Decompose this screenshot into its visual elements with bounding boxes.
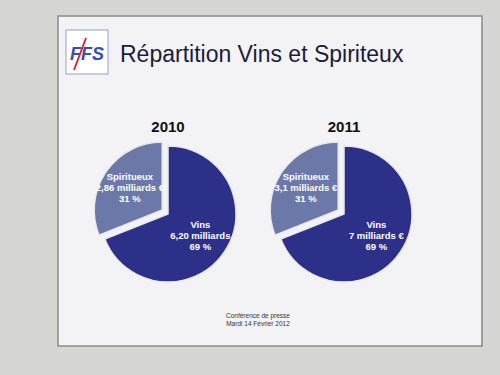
slice: [281, 146, 412, 282]
slice-group: Vins7 milliards €69 %: [281, 146, 412, 282]
title: Répartition Vins et Spiriteux: [120, 41, 404, 67]
data-label: 7 milliards €: [349, 230, 405, 241]
data-label: 3,1 milliards €: [274, 182, 338, 193]
data-label: 69 %: [366, 241, 388, 252]
data-label: Vins: [190, 219, 210, 230]
data-label: 69 %: [190, 241, 212, 252]
data-label: 31 %: [295, 193, 317, 204]
data-label: 31 %: [119, 193, 141, 204]
slide: [58, 16, 482, 346]
logo-box: [66, 30, 108, 74]
chart-svg: FFS Répartition Vins et Spiriteux Conféren…: [0, 0, 500, 375]
data-label: Spiritueux: [283, 171, 330, 182]
logo: FFS: [66, 30, 108, 74]
data-label: Vins: [366, 219, 386, 230]
data-label: 2,86 milliards €: [96, 182, 165, 193]
chart-title: 2011: [328, 118, 361, 135]
pie-chart: 2010Spiritueux2,86 milliards €31 %Vins6,…: [94, 118, 236, 282]
slice: [105, 146, 236, 282]
paper: [0, 0, 500, 375]
pie-chart: 2011Spiritueux3,1 milliards €31 %Vins7 m…: [270, 118, 412, 282]
footer: Mardi 14 Février 2012: [226, 320, 290, 327]
footer: Conférence de presse: [226, 312, 290, 320]
data-label: 6,20 milliards: [170, 230, 230, 241]
slice-group: Vins6,20 milliards69 %: [105, 146, 236, 282]
chart-title: 2010: [151, 118, 184, 135]
data-label: Spiritueux: [107, 171, 154, 182]
logo-text: FFS: [70, 44, 104, 64]
logo-stroke: [74, 38, 86, 70]
page: FFS Répartition Vins et Spiriteux Conféren…: [0, 0, 500, 375]
